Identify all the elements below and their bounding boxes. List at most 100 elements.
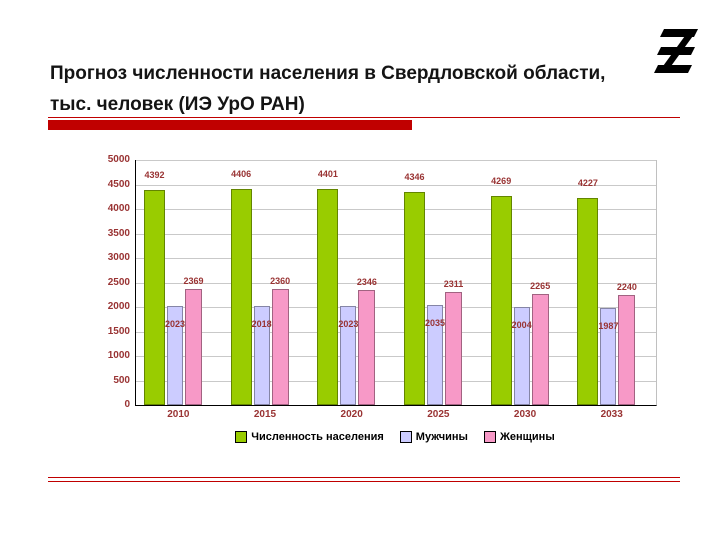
bar-total: [230, 189, 252, 405]
legend-swatch-population: [235, 431, 248, 443]
bar-value-label: 4269: [491, 175, 512, 186]
bar-column: 4346: [404, 160, 426, 405]
y-tick-label: 4500: [107, 178, 130, 190]
bar-value-label: 4392: [144, 169, 165, 180]
legend: Численность населения Мужчины Женщины: [135, 431, 655, 443]
bar-column: 4406: [230, 160, 252, 405]
page-title: Прогноз численности населения в Свердлов…: [50, 58, 650, 120]
legend-item-men: Мужчины: [399, 431, 468, 443]
title-underline: [48, 117, 680, 118]
y-tick-label: 1500: [107, 325, 130, 337]
population-forecast-chart: 4392 2023 2369 4406 2018 2360 4401 2023 2346 4346…: [95, 150, 660, 460]
legend-item-population: Численность населения: [235, 431, 384, 443]
x-tick-label: 2025: [427, 409, 450, 420]
bar-total: [404, 192, 426, 405]
x-axis: 2010 2015 2020 2025 2030 2033: [135, 409, 655, 420]
y-tick-label: 5000: [107, 154, 130, 165]
bar-column: 4227: [577, 160, 599, 405]
bar-column: 1987: [598, 160, 619, 405]
bar-group: 4269 2004 2265: [483, 160, 570, 405]
bar-value-label: 2265: [530, 281, 551, 292]
bar-value-label: 2240: [616, 282, 637, 293]
bar-men: [253, 306, 270, 405]
bar-value-label: 2023: [338, 318, 359, 329]
title-accent-bar: [48, 120, 412, 130]
title-line-1: Прогноз численности населения в Свердлов…: [50, 63, 606, 84]
bar-column: 2023: [164, 160, 186, 405]
y-tick-label: 3000: [107, 252, 130, 263]
bar-column: 2360: [270, 160, 291, 405]
x-tick-label: 2030: [513, 409, 537, 420]
bar-men: [340, 305, 357, 405]
bar-value-label: 4227: [577, 177, 598, 188]
title-line-2: тыс. человек (ИЭ УрО РАН): [50, 94, 305, 115]
legend-label-population: Численность населения: [251, 431, 384, 443]
bar-men: [167, 305, 183, 405]
bar-value-label: 1987: [598, 320, 619, 331]
bar-column: 2018: [252, 160, 272, 405]
x-tick-label: 2010: [167, 409, 190, 420]
footer-line: [48, 477, 680, 482]
bar-group: 4401 2023 2346: [309, 160, 396, 405]
bar-column: 4269: [490, 160, 512, 405]
bar-groups: 4392 2023 2369 4406 2018 2360 4401 2023 2346 4346…: [136, 160, 656, 405]
bar-value-label: 2346: [356, 277, 377, 288]
bar-column: 4401: [317, 160, 339, 405]
bar-value-label: 4346: [404, 172, 425, 183]
bar-column: 2240: [616, 160, 637, 405]
gridline: [136, 209, 656, 210]
bar-column: 2311: [443, 160, 464, 405]
bar-value-label: 4406: [231, 169, 252, 180]
bar-group: 4227 1987 2240: [569, 160, 656, 405]
bar-value-label: 2004: [511, 319, 532, 330]
y-tick-label: 0: [124, 399, 130, 410]
bar-value-label: 2360: [270, 276, 291, 287]
legend-label-men: Мужчины: [415, 431, 468, 443]
bar-women: [618, 295, 636, 405]
bar-column: 4392: [144, 160, 165, 405]
gridline: [136, 233, 656, 235]
bar-column: 2369: [183, 160, 204, 405]
y-tick-label: 2500: [107, 276, 130, 288]
bar-men: [600, 307, 617, 405]
gridline: [136, 184, 656, 186]
gridline: [136, 282, 656, 284]
bar-total: [490, 195, 512, 405]
bar-column: 2346: [356, 160, 377, 405]
bar-women: [271, 289, 289, 405]
bar-group: 4392 2023 2369: [136, 160, 223, 405]
bar-group: 4406 2018 2360: [223, 160, 310, 405]
bar-total: [144, 189, 165, 405]
gridline: [136, 356, 656, 357]
bar-column: 2004: [511, 160, 532, 405]
bar-women: [445, 291, 463, 405]
x-tick-label: 2020: [340, 409, 363, 420]
plot-area: 4392 2023 2369 4406 2018 2360 4401 2023 2346 4346…: [108, 154, 657, 410]
legend-swatch-men: [399, 431, 412, 443]
legend-item-women: Женщины: [483, 431, 555, 443]
bar-value-label: 2023: [164, 318, 186, 329]
bar-column: 2035: [425, 160, 445, 405]
gridline: [136, 307, 656, 308]
bar-men: [427, 305, 444, 405]
bar-value-label: 2369: [183, 275, 204, 286]
bar-total: [317, 189, 339, 405]
gridline: [136, 258, 656, 259]
bar-women: [531, 294, 549, 405]
y-tick-label: 2000: [107, 301, 130, 312]
gridline: [136, 331, 656, 333]
bar-column: 2265: [530, 160, 551, 405]
bar-group: 4346 2035 2311: [396, 160, 483, 405]
bar-value-label: 2311: [443, 278, 464, 289]
bar-value-label: 4401: [317, 169, 338, 180]
bar-men: [513, 306, 530, 405]
bar-column: 2023: [338, 160, 359, 405]
legend-swatch-women: [483, 431, 496, 443]
bar-women: [358, 290, 376, 405]
y-tick-label: 4000: [107, 203, 130, 214]
logo-icon: [654, 29, 698, 73]
y-tick-label: 3500: [107, 227, 130, 239]
legend-label-women: Женщины: [499, 431, 555, 443]
bar-women: [185, 288, 202, 405]
